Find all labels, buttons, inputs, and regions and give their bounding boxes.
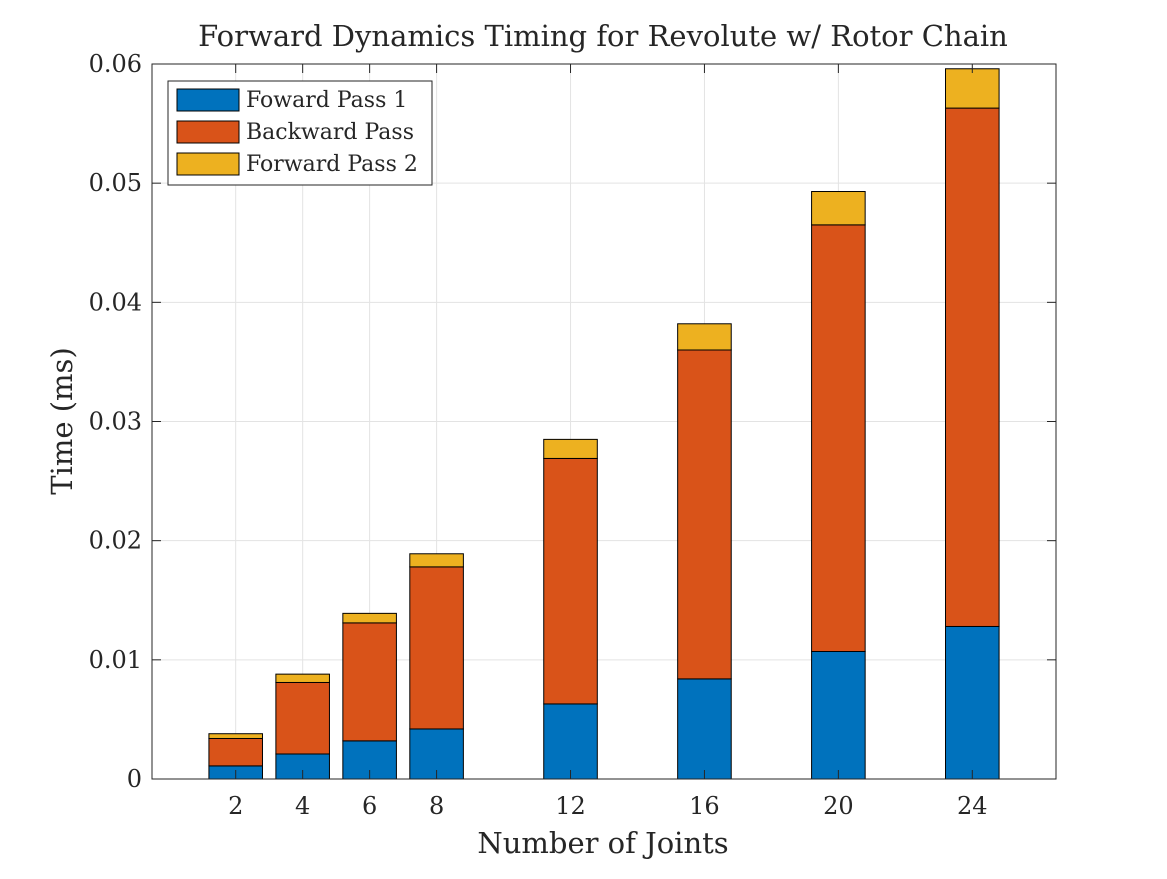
y-tick-label: 0.05 <box>89 169 142 197</box>
bar-segment <box>208 733 263 739</box>
y-axis-label: Time (ms) <box>45 347 79 495</box>
bar-segment <box>275 681 330 755</box>
legend-label: Forward Pass 2 <box>246 152 418 177</box>
bar-segment <box>208 737 263 767</box>
bar-stack <box>811 191 866 780</box>
y-tick-label: 0.03 <box>89 408 142 436</box>
legend-label: Backward Pass <box>246 120 414 145</box>
legend-label: Foward Pass 1 <box>246 88 407 113</box>
bar-segment <box>811 650 866 780</box>
bar-segment <box>677 349 732 680</box>
x-tick-label: 12 <box>555 792 586 820</box>
bar-stack <box>945 68 1000 780</box>
bar-stack <box>208 733 263 780</box>
bar-segment <box>409 566 464 730</box>
bar-segment <box>543 438 598 459</box>
bar-segment <box>543 457 598 705</box>
bar-segment <box>945 68 1000 109</box>
axis-ticks <box>152 63 1056 780</box>
bar-segment <box>945 625 1000 780</box>
x-tick-label: 16 <box>689 792 720 820</box>
bar-segment <box>543 703 598 780</box>
legend-swatch <box>176 88 240 112</box>
chart-title: Forward Dynamics Timing for Revolute w/ … <box>198 19 1008 53</box>
legend-swatch <box>176 120 240 144</box>
y-tick-label: 0.06 <box>89 50 142 78</box>
bar-stack <box>677 323 732 780</box>
legend-swatch <box>176 152 240 176</box>
bar-stack <box>543 438 598 780</box>
y-tick-label: 0.01 <box>89 646 142 674</box>
x-tick-label: 20 <box>823 792 854 820</box>
bar-segment <box>275 673 330 683</box>
bar-segment <box>677 323 732 351</box>
bar-stacks <box>208 68 1000 780</box>
x-tick-label: 4 <box>295 792 310 820</box>
y-tick-label: 0.04 <box>89 288 142 316</box>
bar-segment <box>945 107 1000 627</box>
bar-stack <box>275 673 330 780</box>
bar-segment <box>409 553 464 568</box>
bar-stack <box>342 612 397 780</box>
x-axis-label: Number of Joints <box>477 826 728 860</box>
y-tick-label: 0.02 <box>89 527 142 555</box>
bar-segment <box>811 224 866 652</box>
bar-segment <box>811 191 866 226</box>
bar-segment <box>342 622 397 742</box>
x-tick-label: 24 <box>957 792 988 820</box>
y-tick-label: 0 <box>127 765 142 793</box>
tick-labels: 00.010.020.030.040.050.062 4 6 8 12 16 20 24 <box>89 50 988 820</box>
x-tick-label: 8 <box>429 792 444 820</box>
bar-stack <box>409 553 464 780</box>
bar-segment <box>677 678 732 780</box>
x-tick-label: 2 <box>228 792 243 820</box>
x-tick-label: 6 <box>362 792 377 820</box>
legend: Foward Pass 1 Backward Pass Forward Pass 2 <box>167 80 433 186</box>
bar-segment <box>342 612 397 624</box>
